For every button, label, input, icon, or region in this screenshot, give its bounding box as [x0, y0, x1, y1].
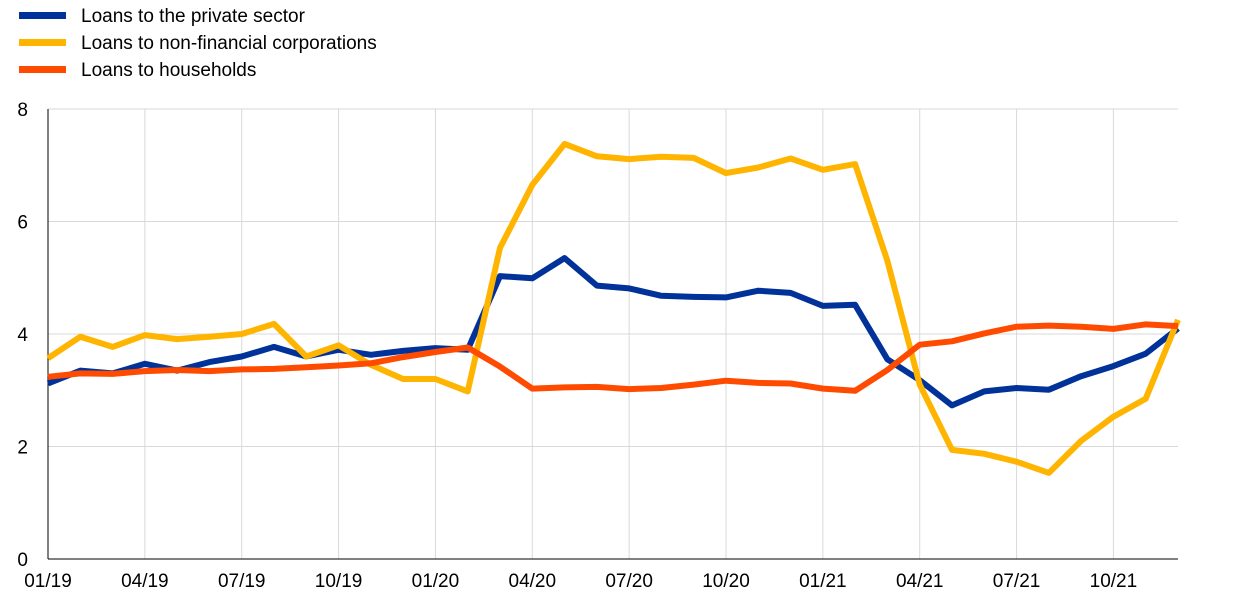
x-axis: 01/19 04/19 07/19 10/19 01/20 04/20 07/20 10/20… [24, 558, 1178, 592]
legend-label: Loans to households [81, 60, 256, 81]
x-tick-label: 10/19 [315, 571, 363, 592]
x-tick-label: 01/19 [24, 571, 72, 592]
y-tick-label: 6 [17, 213, 28, 234]
y-tick-label: 4 [17, 325, 28, 346]
legend-swatch [19, 39, 66, 46]
x-tick-label: 10/20 [702, 571, 750, 592]
chart-series [46, 140, 1181, 476]
x-tick-label: 10/21 [1090, 571, 1138, 592]
legend-swatch [19, 66, 66, 73]
x-tick-label: 04/19 [121, 571, 169, 592]
y-tick-label: 0 [17, 550, 28, 571]
x-tick-label: 04/21 [896, 571, 944, 592]
y-tick-label: 2 [17, 438, 28, 459]
y-axis: 0 2 4 6 8 [17, 100, 49, 571]
x-tick-label: 04/20 [509, 571, 557, 592]
series-line-3 [47, 321, 1179, 394]
x-tick-label: 07/19 [218, 571, 266, 592]
x-tick-label: 01/21 [799, 571, 847, 592]
series-line-2 [46, 140, 1181, 476]
chart-legend: Loans to the private sector Loans to non-… [19, 6, 377, 81]
series-line-1 [46, 255, 1180, 409]
y-tick-label: 8 [17, 100, 28, 121]
legend-label: Loans to the private sector [81, 6, 306, 27]
x-tick-label: 01/20 [412, 571, 460, 592]
x-tick-label: 07/21 [993, 571, 1041, 592]
legend-swatch [19, 12, 66, 19]
legend-label: Loans to non-financial corporations [81, 33, 377, 54]
x-tick-label: 07/20 [605, 571, 653, 592]
